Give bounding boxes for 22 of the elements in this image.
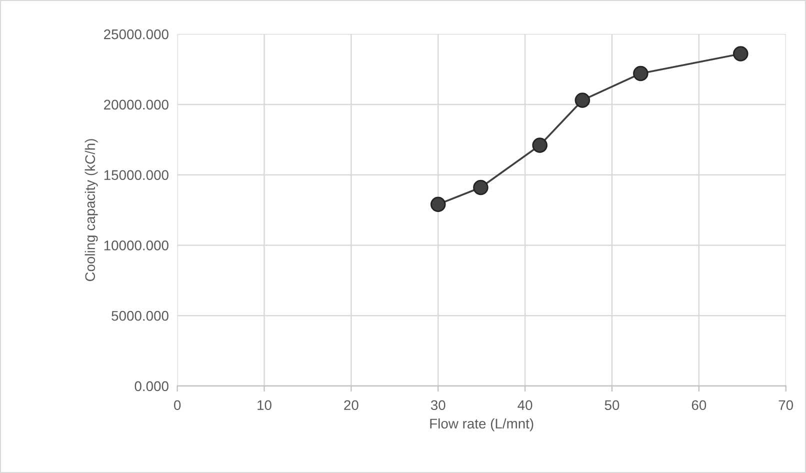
y-tick-label: 5000.000 — [112, 310, 168, 321]
point — [430, 196, 446, 212]
y-tick-label: 0.000 — [134, 381, 168, 392]
x-tick-label: 0 — [174, 400, 181, 410]
x-tick-label: 60 — [692, 400, 706, 410]
y-axis-title: Cooling capacity (kC/h) — [84, 139, 98, 282]
point — [633, 66, 648, 82]
point — [574, 92, 590, 108]
x-tick-label: 20 — [344, 400, 358, 410]
x-tick-label: 50 — [604, 400, 620, 410]
x-tick-label: 40 — [518, 400, 532, 410]
point — [733, 46, 748, 62]
x-tick-label: 70 — [778, 400, 794, 410]
point — [473, 180, 488, 196]
y-tick-label: 25000.000 — [104, 29, 168, 40]
x-tick-label: 10 — [258, 400, 272, 410]
x-tick-label: 30 — [430, 400, 446, 410]
y-tick-label: 20000.000 — [104, 100, 168, 110]
y-tick-label: 15000.000 — [104, 170, 168, 180]
point — [532, 138, 548, 153]
y-tick-label: 10000.000 — [104, 240, 168, 250]
x-axis-title: Flow rate (L/mnt) — [430, 418, 534, 432]
